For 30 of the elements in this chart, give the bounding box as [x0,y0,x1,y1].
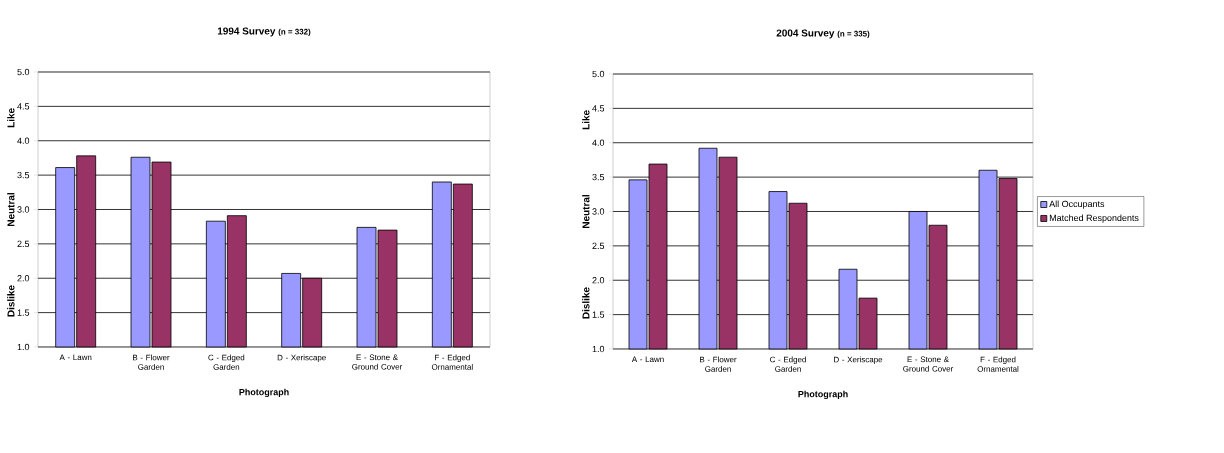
y-tick-label: 3.5 [592,173,605,181]
y-tick-label: 1.0 [592,345,605,353]
y-tick-label: 3.0 [17,206,30,213]
y-tick-label: 4.5 [17,103,30,110]
chart-title: 1994 Survey [217,27,276,37]
y-tick-label: 4.5 [592,105,605,112]
y-tick-label: 1.0 [17,343,30,351]
y-tick-label: 5.0 [592,70,605,78]
text: Like [7,108,15,128]
y-tick-label: 3.0 [592,208,605,215]
legend-label: Matched Respondents [1049,214,1139,223]
y-tick-label: 2.5 [592,242,605,250]
y-tick-label: 4.0 [17,137,30,144]
text: Dislike [582,287,590,319]
y-tick-label: 3.5 [17,171,30,179]
x-axis-title: Photograph [239,388,289,398]
y-tick-label: 5.0 [17,68,30,76]
y-tick-label: 2.5 [17,240,30,248]
y-tick-label: 2.0 [592,277,605,284]
x-axis-title: Photograph [798,390,848,400]
text: Neutral [582,195,590,228]
y-tick-label: 1.5 [17,309,30,316]
y-tick-label: 4.0 [592,139,605,146]
legend-label: All Occupants [1049,200,1105,209]
text: Neutral [7,193,15,226]
text: Dislike [7,285,15,317]
y-tick-label: 1.5 [592,311,605,318]
chart-title: 2004 Survey [776,29,835,39]
text: Like [582,110,590,130]
y-tick-label: 2.0 [17,275,30,282]
